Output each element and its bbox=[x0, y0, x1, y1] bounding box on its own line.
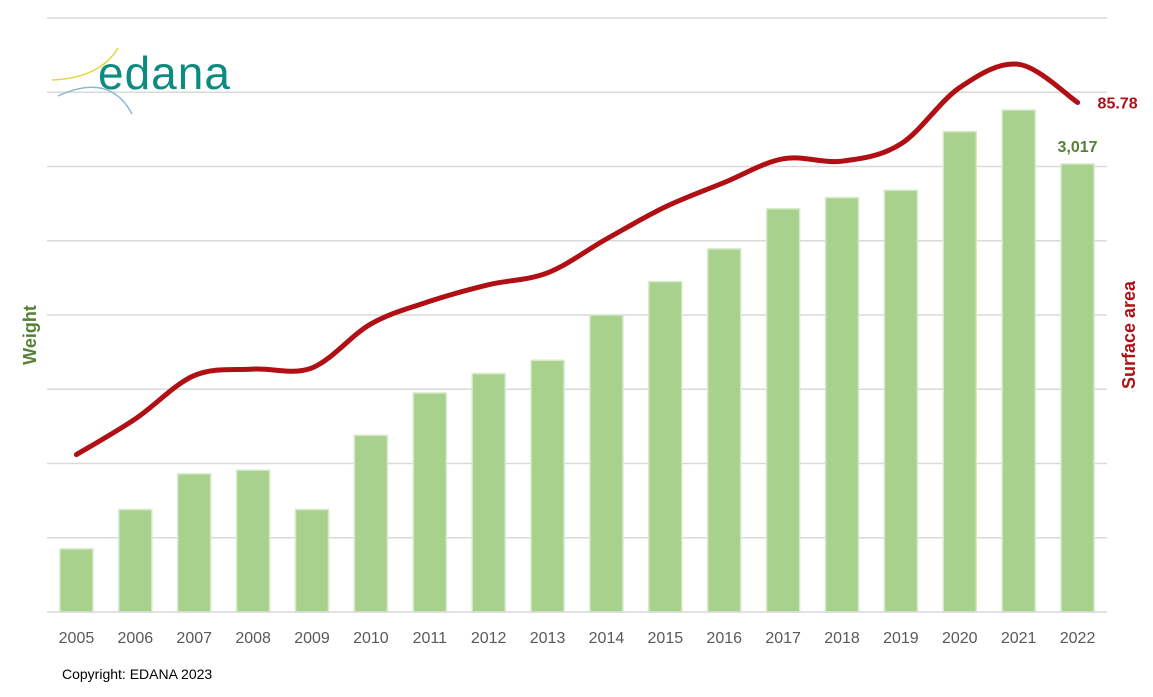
surface-area-last-data-label: 85.78 bbox=[1098, 95, 1138, 112]
x-tick-2019: 2019 bbox=[883, 630, 919, 647]
bar-2006 bbox=[118, 508, 153, 613]
bar-2016 bbox=[706, 248, 742, 613]
bar-2017 bbox=[765, 208, 801, 613]
bar-2021 bbox=[1001, 109, 1036, 613]
x-tick-2020: 2020 bbox=[942, 630, 978, 647]
weight-last-data-label: 3,017 bbox=[1058, 139, 1098, 156]
x-tick-2015: 2015 bbox=[648, 630, 684, 647]
bars bbox=[59, 109, 1095, 613]
x-tick-2017: 2017 bbox=[765, 630, 801, 647]
bar-2014 bbox=[589, 314, 624, 613]
y-axis-title-surface-area: Surface area bbox=[1119, 280, 1139, 389]
bar-2018 bbox=[824, 196, 860, 613]
logo-text: edana bbox=[98, 47, 231, 99]
bar-2008 bbox=[235, 469, 271, 613]
x-tick-2010: 2010 bbox=[353, 630, 389, 647]
x-tick-2008: 2008 bbox=[235, 630, 271, 647]
logo-swoosh-blue bbox=[57, 86, 133, 115]
x-tick-2007: 2007 bbox=[176, 630, 212, 647]
x-tick-2022: 2022 bbox=[1060, 630, 1096, 647]
bar-2022 bbox=[1060, 163, 1095, 613]
bar-2011 bbox=[412, 392, 448, 613]
x-tick-2016: 2016 bbox=[706, 630, 742, 647]
bar-2020 bbox=[942, 130, 978, 613]
x-tick-2011: 2011 bbox=[413, 630, 448, 647]
x-tick-2009: 2009 bbox=[294, 630, 330, 647]
x-tick-labels: 2005 2006 2007 2008 2009 2010 2011 2012 2013 2014… bbox=[59, 630, 1096, 647]
x-tick-2018: 2018 bbox=[824, 630, 860, 647]
gridlines bbox=[47, 17, 1107, 539]
bar-2010 bbox=[353, 434, 389, 613]
edana-logo: edana bbox=[51, 47, 231, 115]
y-axis-title-weight: Weight bbox=[20, 305, 40, 365]
x-tick-2013: 2013 bbox=[530, 630, 566, 647]
x-tick-2014: 2014 bbox=[589, 630, 625, 647]
bar-2009 bbox=[294, 508, 330, 613]
bar-2015 bbox=[648, 280, 683, 613]
bar-2005 bbox=[59, 548, 94, 613]
x-tick-2005: 2005 bbox=[59, 630, 95, 647]
bar-2019 bbox=[883, 189, 919, 613]
copyright-text: Copyright: EDANA 2023 bbox=[62, 666, 213, 682]
x-tick-2006: 2006 bbox=[118, 630, 154, 647]
bar-2012 bbox=[471, 372, 506, 613]
bar-2013 bbox=[530, 359, 565, 613]
x-tick-2021: 2021 bbox=[1001, 630, 1037, 647]
x-tick-2012: 2012 bbox=[471, 630, 507, 647]
surface-area-line bbox=[73, 61, 1081, 458]
bar-2007 bbox=[176, 473, 212, 613]
logo-swoosh-yellow bbox=[51, 47, 119, 81]
